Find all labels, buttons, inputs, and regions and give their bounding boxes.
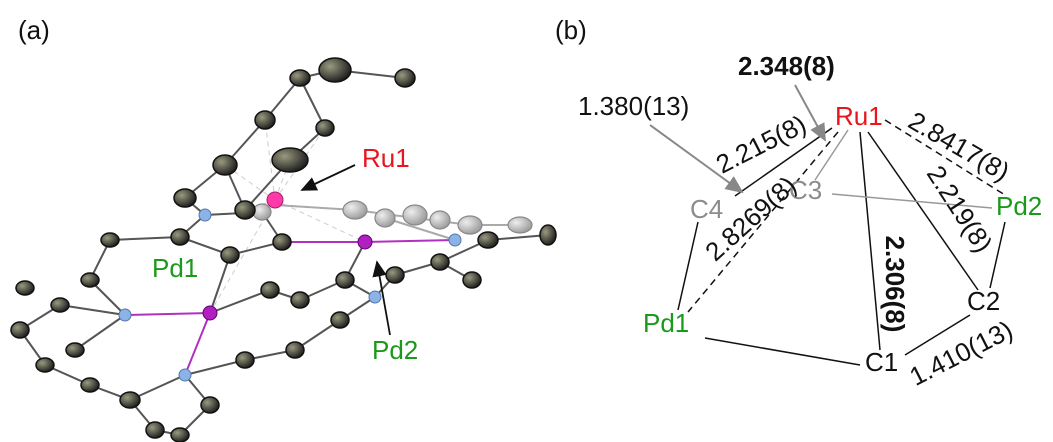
atom-label: C4 (690, 194, 723, 224)
atom-label: Ru1 (835, 101, 883, 131)
panel-label: (b) (555, 15, 587, 45)
atom-label: C1 (865, 347, 898, 377)
bond-label: 2.306(8) (880, 236, 910, 333)
atom-label: Ru1 (362, 143, 410, 173)
bond-label: 2.215(8) (711, 109, 811, 180)
bond-label: 2.8417(8) (903, 105, 1014, 187)
bond-label: 1.410(13) (905, 314, 1018, 391)
atom-label: Pd1 (152, 253, 198, 283)
panel-label: (a) (18, 15, 50, 45)
atom-label: C2 (967, 286, 1000, 316)
atom-label: Pd2 (372, 335, 418, 365)
bond-label: 1.380(13) (578, 91, 689, 121)
atom-label: Pd2 (996, 191, 1042, 221)
figure: (a) Ru1 Pd1 Pd2 (b) Ru1 C3 C4 Pd2 C2 C1 … (0, 0, 1053, 442)
atom-label: Pd1 (643, 308, 689, 338)
molecule (11, 58, 556, 442)
bond-label: 2.348(8) (738, 51, 835, 81)
